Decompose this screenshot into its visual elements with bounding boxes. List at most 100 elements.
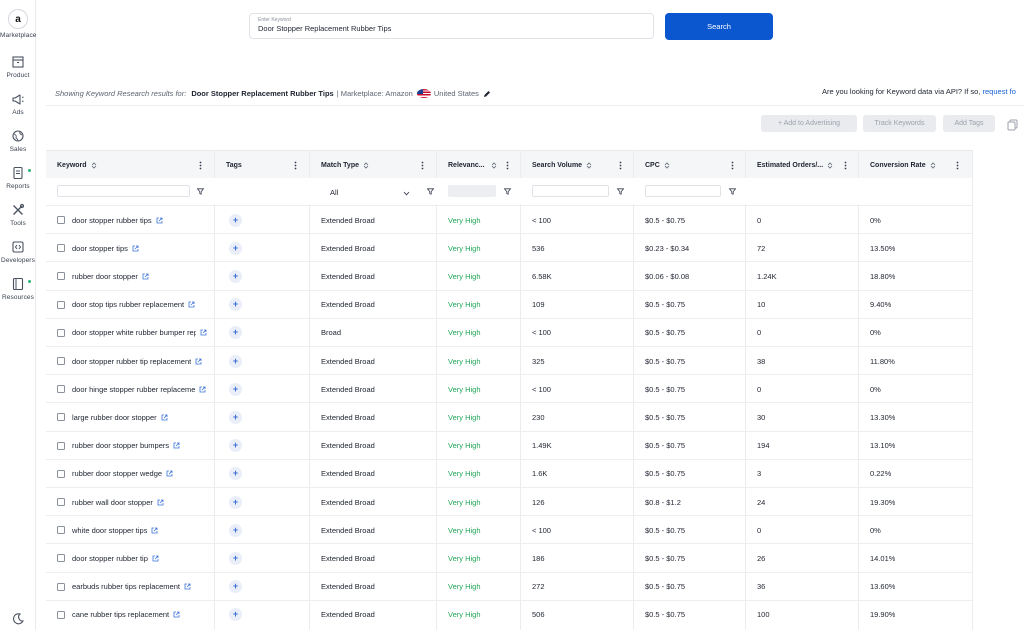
col-header-relevance[interactable]: Relevanc...	[448, 151, 497, 179]
external-link-icon[interactable]	[173, 442, 180, 449]
sort-icon[interactable]	[930, 161, 936, 169]
row-checkbox[interactable]	[57, 216, 65, 224]
table-row[interactable]: rubber wall door stopper + Extended Broad V…	[46, 487, 972, 515]
sidebar-item-tools[interactable]: Tools	[0, 203, 36, 227]
add-tag-button[interactable]: +	[229, 551, 242, 565]
add-tag-button[interactable]: +	[229, 608, 242, 622]
column-menu-icon[interactable]	[956, 161, 959, 170]
row-checkbox[interactable]	[57, 328, 65, 337]
track-keywords-button[interactable]: Track Keywords	[863, 115, 936, 132]
row-checkbox[interactable]	[57, 413, 65, 422]
table-row[interactable]: rubber door stopper bumpers + Extended Bro…	[46, 430, 972, 459]
filter-funnel-icon[interactable]	[617, 188, 624, 195]
row-checkbox[interactable]	[57, 441, 65, 450]
col-header-tags[interactable]: Tags	[226, 161, 242, 169]
sidebar-item-ads[interactable]: Ads	[0, 92, 36, 116]
sort-icon[interactable]	[91, 161, 97, 169]
sidebar-item-sales[interactable]: Sales	[0, 129, 36, 153]
sidebar-item-developers[interactable]: Developers	[0, 240, 36, 264]
column-menu-icon[interactable]	[199, 161, 202, 170]
api-request-link[interactable]: request fo	[982, 87, 1016, 96]
external-link-icon[interactable]	[184, 583, 191, 590]
column-menu-icon[interactable]	[506, 161, 509, 170]
row-checkbox[interactable]	[57, 385, 65, 394]
external-link-icon[interactable]	[195, 358, 202, 365]
external-link-icon[interactable]	[152, 555, 159, 562]
cpc-filter-input[interactable]	[645, 185, 721, 197]
col-header-keyword[interactable]: Keyword	[57, 151, 97, 179]
relevance-filter-input[interactable]	[448, 185, 496, 197]
col-header-conversion-rate[interactable]: Conversion Rate	[870, 151, 936, 179]
add-tag-button[interactable]: +	[229, 269, 242, 283]
external-link-icon[interactable]	[199, 386, 206, 393]
keyword-input[interactable]	[258, 24, 638, 33]
external-link-icon[interactable]	[161, 414, 168, 421]
add-tag-button[interactable]: +	[229, 523, 242, 537]
row-checkbox[interactable]	[57, 610, 65, 619]
sidebar-item-resources[interactable]: Resources	[0, 277, 36, 301]
external-link-icon[interactable]	[166, 470, 173, 477]
add-to-advertising-button[interactable]: + Add to Advertising	[761, 115, 857, 132]
sort-icon[interactable]	[664, 161, 670, 169]
pencil-edit-icon[interactable]	[483, 90, 491, 98]
row-checkbox[interactable]	[57, 554, 65, 563]
external-link-icon[interactable]	[173, 611, 180, 618]
table-row[interactable]: door stop tips rubber replacement + Extend…	[46, 289, 972, 318]
external-link-icon[interactable]	[142, 273, 149, 280]
add-tag-button[interactable]: +	[229, 410, 242, 424]
filter-funnel-icon[interactable]	[504, 188, 511, 195]
col-header-match-type[interactable]: Match Type	[321, 151, 369, 179]
column-menu-icon[interactable]	[619, 161, 622, 170]
add-tag-button[interactable]: +	[229, 326, 242, 340]
sidebar-item-marketplace[interactable]: a Marketplace	[0, 9, 36, 39]
table-row[interactable]: door hinge stopper rubber replaceme + Exte…	[46, 374, 972, 402]
row-checkbox[interactable]	[57, 272, 65, 281]
table-row[interactable]: door stopper white rubber bumper rep + Bro…	[46, 317, 972, 346]
keyword-search-field[interactable]: Enter Keyword	[249, 13, 654, 39]
sidebar-item-reports[interactable]: Reports	[0, 166, 36, 190]
row-checkbox[interactable]	[57, 469, 65, 478]
add-tag-button[interactable]: +	[229, 241, 242, 255]
external-link-icon[interactable]	[200, 329, 207, 336]
row-checkbox[interactable]	[57, 498, 65, 506]
match-type-filter-select[interactable]: All	[330, 188, 339, 197]
search-button[interactable]: Search	[665, 13, 773, 40]
filter-funnel-icon[interactable]	[729, 188, 736, 195]
table-row[interactable]: door stopper rubber tips + Extended Broad V…	[46, 205, 972, 233]
table-row[interactable]: door stopper tips + Extended Broad Very Hig…	[46, 233, 972, 261]
add-tags-button[interactable]: Add Tags	[943, 115, 995, 132]
sort-icon[interactable]	[827, 161, 833, 169]
search-volume-filter-input[interactable]	[532, 185, 609, 197]
table-row[interactable]: door stopper rubber tip + Extended Broad Ve…	[46, 543, 972, 571]
filter-funnel-icon[interactable]	[197, 188, 204, 195]
column-menu-icon[interactable]	[731, 161, 734, 170]
table-row[interactable]: large rubber door stopper + Extended Broad…	[46, 402, 972, 430]
external-link-icon[interactable]	[188, 301, 195, 308]
add-tag-button[interactable]: +	[229, 439, 242, 453]
add-tag-button[interactable]: +	[229, 298, 242, 312]
table-row[interactable]: rubber door stopper wedge + Extended Broad…	[46, 458, 972, 487]
add-tag-button[interactable]: +	[229, 495, 242, 509]
row-checkbox[interactable]	[57, 582, 65, 591]
row-checkbox[interactable]	[57, 300, 65, 309]
sort-icon[interactable]	[491, 161, 497, 169]
add-tag-button[interactable]: +	[229, 580, 242, 594]
sort-icon[interactable]	[586, 161, 592, 169]
add-tag-button[interactable]: +	[229, 467, 242, 481]
row-checkbox[interactable]	[57, 244, 65, 253]
chevron-down-icon[interactable]	[403, 191, 410, 196]
external-link-icon[interactable]	[156, 217, 163, 224]
theme-toggle[interactable]	[0, 612, 36, 626]
col-header-cpc[interactable]: CPC	[645, 151, 670, 179]
sort-icon[interactable]	[363, 161, 369, 169]
column-menu-icon[interactable]	[294, 161, 297, 170]
table-row[interactable]: rubber door stopper + Extended Broad Very H…	[46, 261, 972, 289]
column-menu-icon[interactable]	[844, 161, 847, 170]
table-row[interactable]: door stopper rubber tip replacement + Exte…	[46, 346, 972, 374]
row-checkbox[interactable]	[57, 526, 65, 535]
keyword-filter-input[interactable]	[57, 185, 190, 197]
sidebar-item-product[interactable]: Product	[0, 55, 36, 79]
column-menu-icon[interactable]	[421, 161, 424, 170]
add-tag-button[interactable]: +	[229, 213, 242, 227]
external-link-icon[interactable]	[132, 245, 139, 252]
